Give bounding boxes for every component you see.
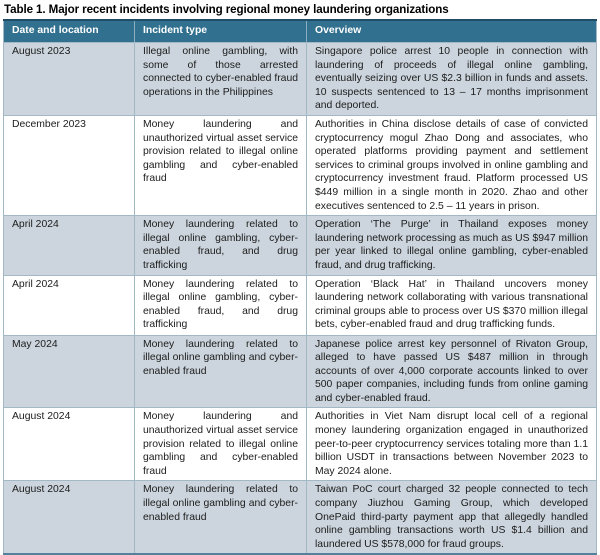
- column-header-overview: Overview: [306, 20, 597, 43]
- incident-type-cell: Money laundering and unauthorized virtua…: [134, 407, 307, 482]
- table-row: May 2024 Money laundering related to ill…: [3, 334, 597, 409]
- incident-type-cell: Money laundering and unauthorized virtua…: [134, 114, 307, 217]
- date-cell: August 2023: [3, 42, 135, 116]
- overview-cell: Singapore police arrest 10 people in con…: [306, 42, 597, 116]
- table-row: April 2024 Money laundering related to i…: [3, 274, 597, 336]
- incident-type-cell: Illegal online gambling, with some of th…: [134, 42, 307, 116]
- overview-cell: Japanese police arrest key personnel of …: [306, 334, 597, 409]
- table-row: August 2023 Illegal online gambling, wit…: [3, 42, 597, 116]
- table-title: Table 1. Major recent incidents involvin…: [4, 3, 449, 16]
- overview-cell: Authorities in China disclose details of…: [306, 114, 597, 217]
- table-row: August 2024 Money laundering related to …: [3, 480, 597, 555]
- date-cell: April 2024: [3, 274, 135, 336]
- date-cell: August 2024: [3, 480, 135, 555]
- date-cell: May 2024: [3, 334, 135, 409]
- column-header-date-location: Date and location: [3, 20, 135, 43]
- incident-type-cell: Money laundering related to illegal onli…: [134, 334, 307, 409]
- incident-type-cell: Money laundering related to illegal onli…: [134, 215, 307, 276]
- overview-cell: Taiwan PoC court charged 32 people conne…: [306, 480, 597, 555]
- header-row: Date and location Incident type Overview: [3, 20, 597, 43]
- date-cell: August 2024: [3, 407, 135, 482]
- overview-cell: Authorities in Viet Nam disrupt local ce…: [306, 407, 597, 482]
- overview-cell: Operation ‘The Purge’ in Thailand expose…: [306, 215, 597, 276]
- overview-cell: Operation ‘Black Hat’ in Thailand uncove…: [306, 274, 597, 336]
- incident-type-cell: Money laundering related to illegal onli…: [134, 274, 307, 336]
- incident-type-cell: Money laundering related to illegal onli…: [134, 480, 307, 555]
- table-row: August 2024 Money laundering and unautho…: [3, 407, 597, 482]
- table-row: April 2024 Money laundering related to i…: [3, 215, 597, 276]
- incidents-table: Date and location Incident type Overview…: [3, 19, 597, 555]
- date-cell: April 2024: [3, 215, 135, 276]
- column-header-incident-type: Incident type: [134, 20, 307, 43]
- date-cell: December 2023: [3, 114, 135, 217]
- table-row: December 2023 Money laundering and unaut…: [3, 114, 597, 217]
